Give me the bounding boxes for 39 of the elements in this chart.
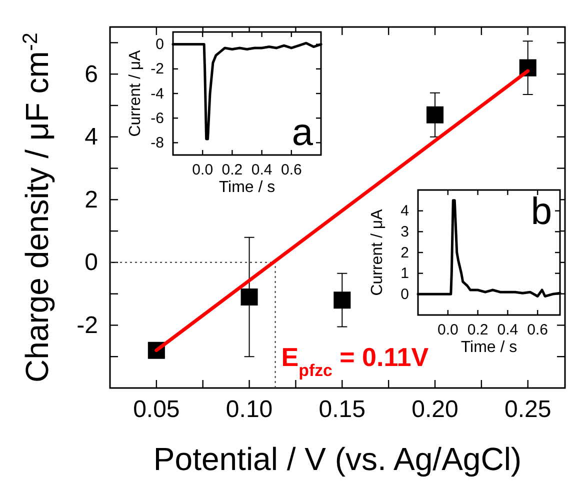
- y-tick-label: 0: [84, 249, 98, 276]
- x-tick-label: 0.2: [222, 162, 243, 179]
- y-tick-label: 2: [400, 244, 409, 262]
- y-tick-label: 4: [84, 124, 98, 151]
- y-tick-label: 0: [156, 36, 164, 54]
- x-tick-label: 0.0: [192, 162, 214, 179]
- y-tick-label: -4: [150, 85, 164, 102]
- y-tick-label: -2: [150, 60, 164, 78]
- point: [334, 292, 351, 309]
- annotation: a: [292, 112, 314, 154]
- x-tick-label: 0.6: [527, 322, 548, 339]
- x-tick-label: 0.05: [133, 396, 180, 424]
- y-tick-label: -6: [150, 110, 164, 127]
- x-tick-label: 0.25: [504, 396, 552, 424]
- x-axis-title: Time / s: [460, 339, 518, 356]
- x-axis-title: Time / s: [218, 179, 276, 196]
- x-tick-label: 0.4: [251, 162, 272, 179]
- y-tick-label: 3: [400, 223, 409, 240]
- y-tick-label: 6: [84, 60, 98, 88]
- y-tick-label: -8: [150, 134, 164, 152]
- point: [240, 288, 258, 306]
- x-tick-label: 0.2: [467, 322, 488, 339]
- x-tick-label: 0.6: [280, 162, 302, 179]
- point: [426, 106, 444, 124]
- y-axis-title: Current / μA: [369, 208, 386, 296]
- y-tick-label: 0: [400, 286, 409, 303]
- x-tick-label: 0.15: [318, 396, 366, 424]
- y-tick-label: 4: [400, 202, 409, 220]
- y-axis-title: Current / μA: [127, 50, 144, 137]
- y-tick-label: 1: [400, 265, 409, 282]
- x-axis-title: Potential / V (vs. Ag/AgCl): [153, 441, 522, 477]
- x-tick-label: 0.4: [497, 322, 518, 339]
- y-tick-label: 2: [84, 186, 98, 214]
- x-tick-label: 0.10: [226, 396, 273, 424]
- x-tick-label: 0.0: [437, 322, 458, 339]
- annotation: E$_{pfzc}$ = 0.11V: [281, 342, 430, 380]
- annotation: b: [530, 191, 552, 233]
- x-tick-label: 0.20: [412, 396, 458, 424]
- y-tick-label: -2: [76, 312, 98, 339]
